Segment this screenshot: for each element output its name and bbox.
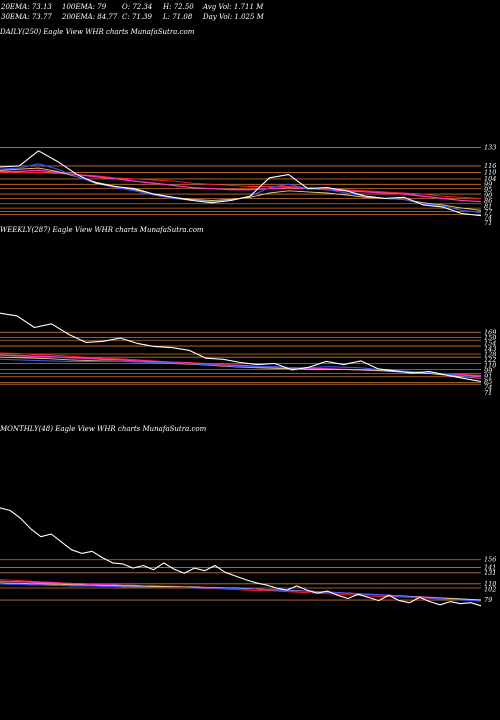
y-level-label: 95 bbox=[484, 186, 492, 194]
y-level-label: 154 bbox=[484, 339, 496, 347]
ema-mid-series-line bbox=[0, 356, 482, 379]
y-level-label: 74 bbox=[484, 213, 492, 221]
weekly-panel-title: WEEKLY(287) Eagle View WHR charts Munafa… bbox=[0, 226, 204, 234]
y-level-label: 143 bbox=[484, 345, 496, 353]
ema20-readout: 20EMA: 73.13 bbox=[1, 3, 52, 11]
y-level-label: 116 bbox=[484, 162, 496, 170]
y-level-label: 79 bbox=[484, 596, 492, 604]
y-level-label: 99 bbox=[484, 180, 492, 188]
y-level-label: 71 bbox=[484, 389, 492, 397]
avg-volume-readout: Avg Vol: 1.711 M bbox=[203, 3, 264, 11]
y-level-label: 110 bbox=[484, 580, 496, 588]
y-level-label: 85 bbox=[484, 378, 492, 386]
ema30-readout: 30EMA: 73.77 bbox=[1, 13, 52, 21]
daily-panel-title: DAILY(250) Eagle View WHR charts MunafaS… bbox=[0, 28, 195, 36]
ema200-readout: 200EMA: 84.77 bbox=[62, 13, 118, 21]
y-level-label: 104 bbox=[484, 175, 496, 183]
price-series-line bbox=[0, 150, 482, 217]
y-level-label: 102 bbox=[484, 585, 496, 593]
price-series-line bbox=[0, 312, 482, 383]
y-level-label: 110 bbox=[484, 361, 496, 369]
ema-slow-series-line bbox=[0, 169, 482, 203]
y-level-label: 91 bbox=[484, 372, 492, 380]
y-level-label: 131 bbox=[484, 569, 496, 577]
ema-fast-series-line bbox=[0, 583, 482, 602]
monthly-panel-title: MONTHLY(48) Eagle View WHR charts Munafa… bbox=[0, 425, 207, 433]
y-level-label: 133 bbox=[484, 144, 496, 152]
ema-red-series-line bbox=[0, 579, 482, 602]
day-volume-readout: Day Vol: 1.025 M bbox=[203, 13, 264, 21]
low-readout: L: 71.08 bbox=[163, 13, 193, 21]
y-level-label: 77 bbox=[484, 208, 493, 216]
y-level-label: 110 bbox=[484, 168, 496, 176]
indicator-header: 20EMA: 73.13 100EMA: 79 O: 72.34 H: 72.5… bbox=[0, 0, 500, 24]
y-level-label: 86 bbox=[484, 197, 492, 205]
y-level-label: 128 bbox=[484, 350, 496, 358]
ema100-readout: 100EMA: 79 bbox=[62, 3, 107, 11]
close-readout: C: 71.39 bbox=[122, 13, 152, 21]
y-level-label: 81 bbox=[484, 202, 492, 210]
y-level-label: 99 bbox=[484, 367, 492, 375]
y-level-label: 159 bbox=[484, 334, 496, 342]
high-readout: H: 72.50 bbox=[163, 3, 194, 11]
y-level-label: 169 bbox=[484, 328, 496, 336]
y-level-label: 74 bbox=[484, 383, 492, 391]
y-level-label: 122 bbox=[484, 356, 496, 364]
open-readout: O: 72.34 bbox=[122, 3, 153, 11]
price-series-line bbox=[0, 507, 482, 607]
y-level-label: 71 bbox=[484, 219, 492, 227]
ema-fast-series-line bbox=[0, 358, 482, 379]
y-level-label: 141 bbox=[484, 564, 496, 572]
y-level-label: 156 bbox=[484, 556, 496, 564]
y-level-label: 90 bbox=[484, 191, 492, 199]
